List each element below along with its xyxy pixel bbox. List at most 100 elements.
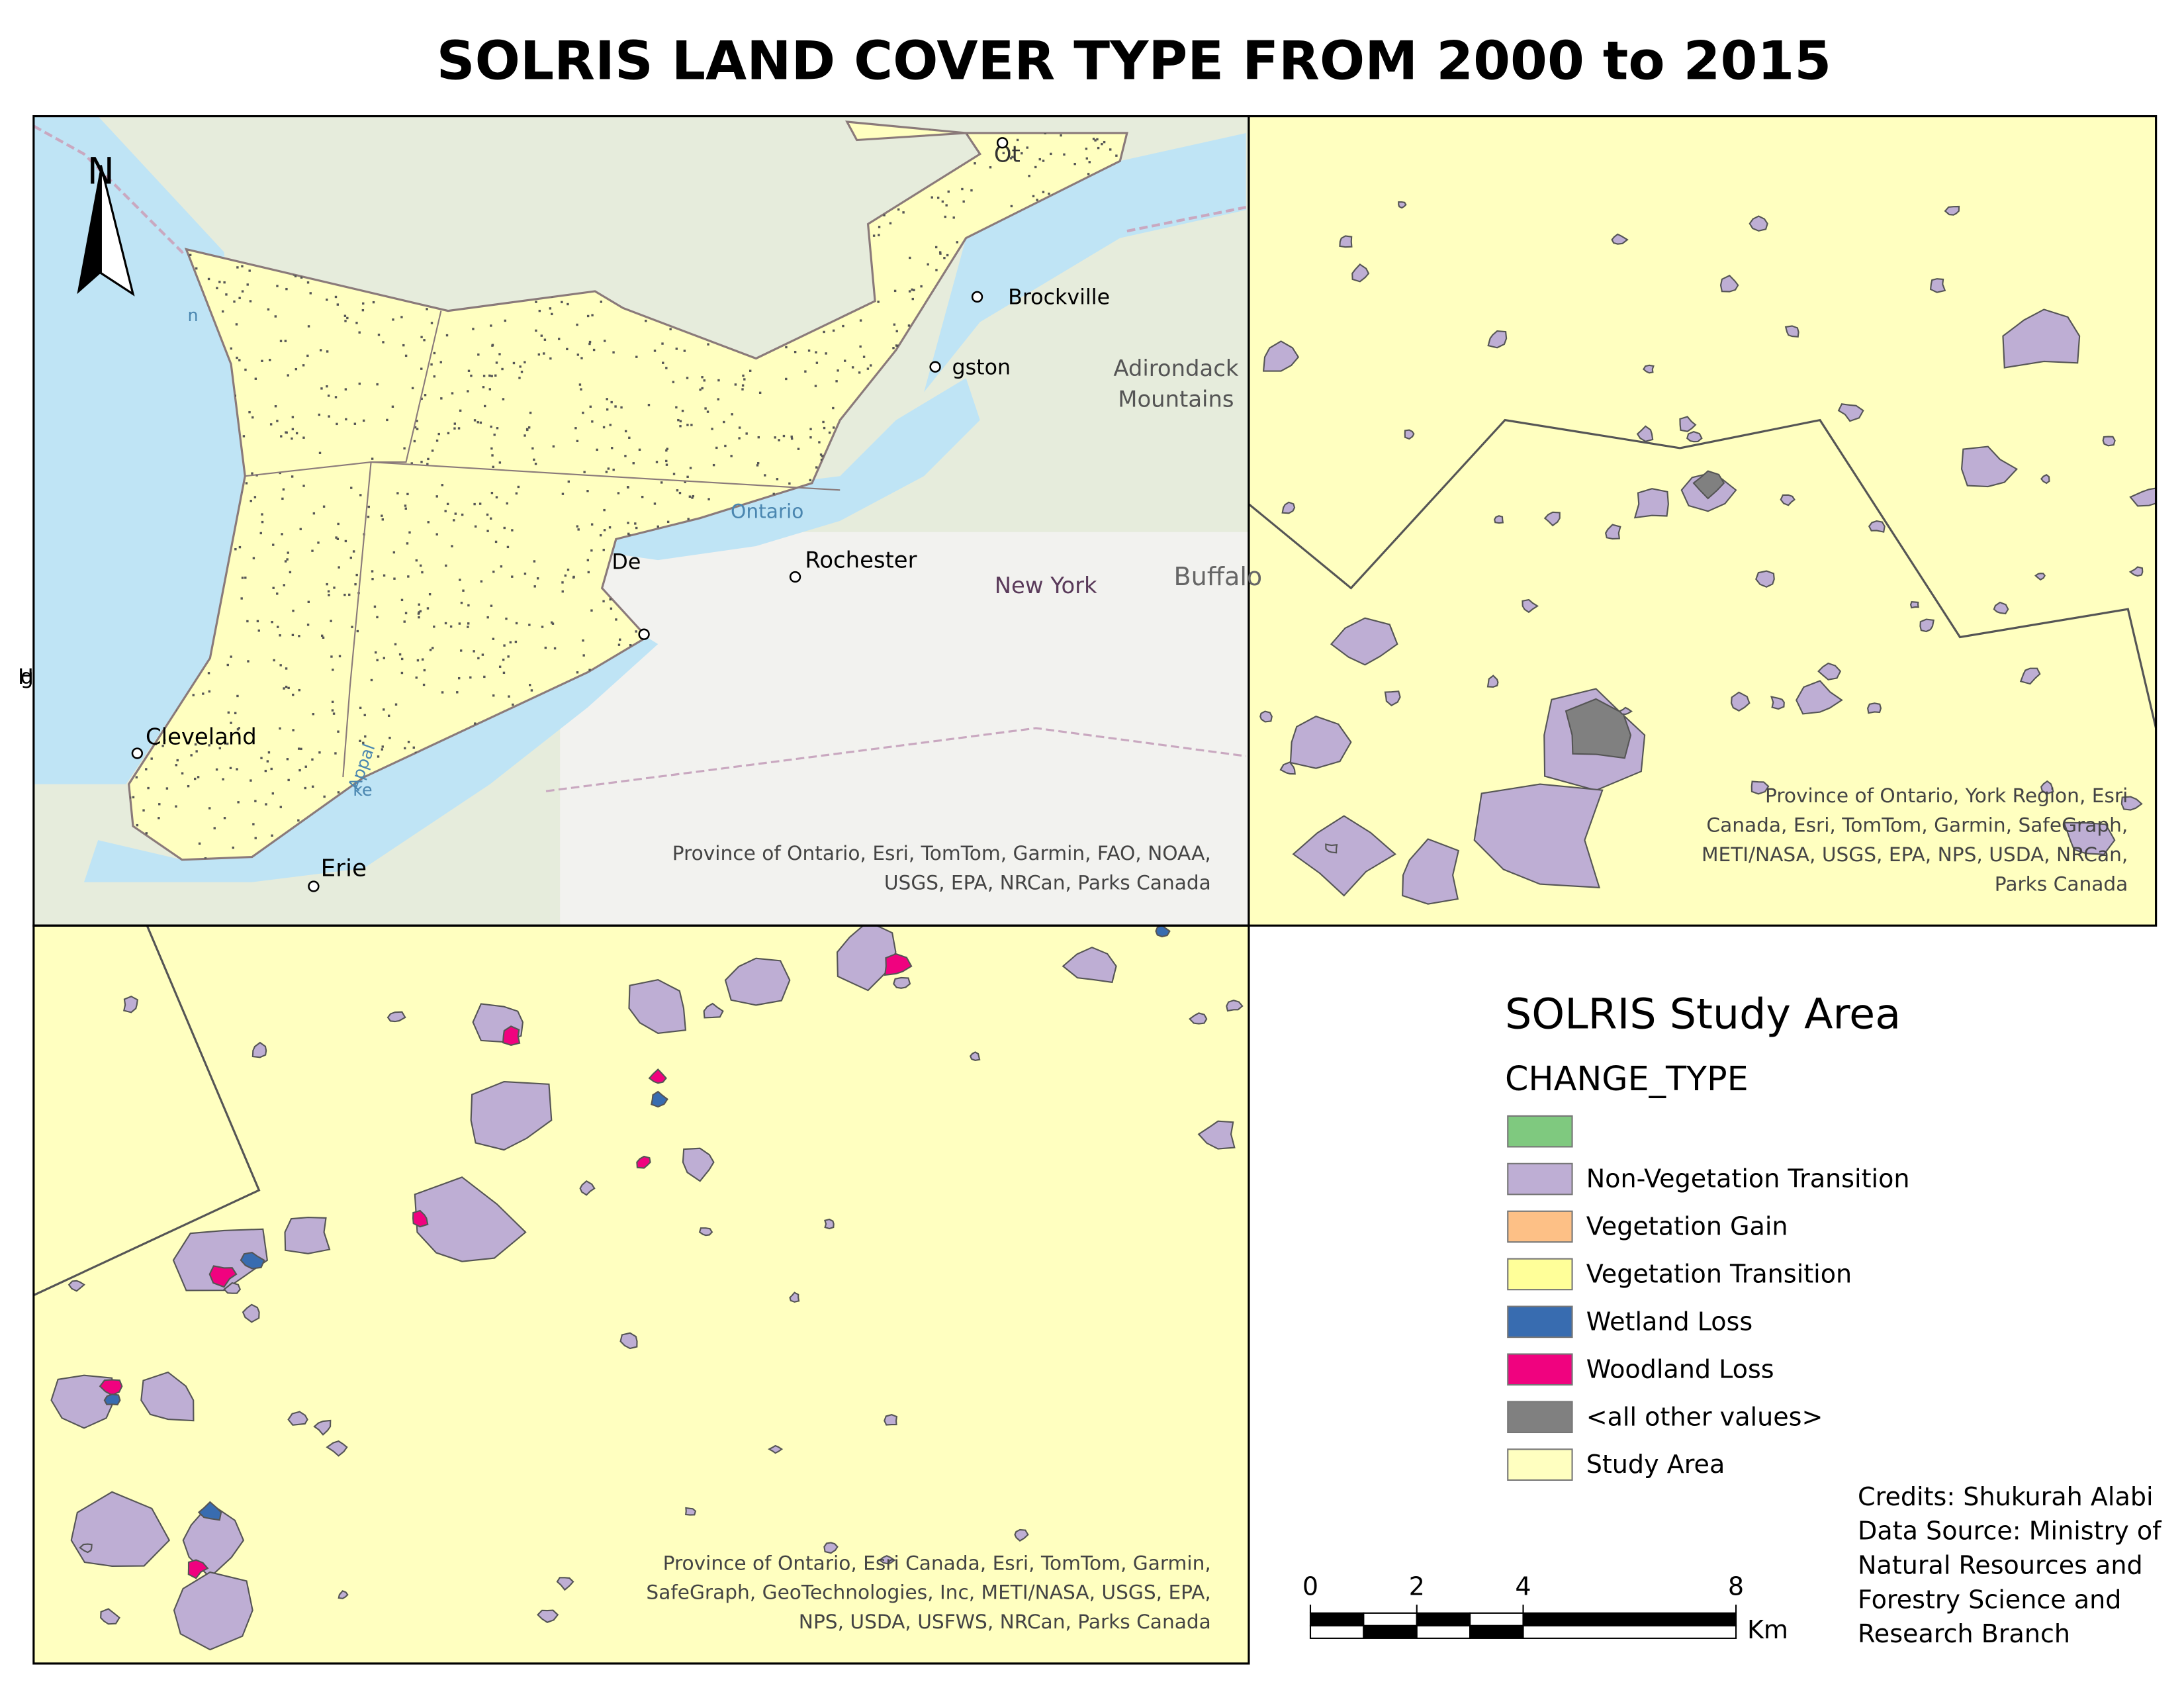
change-pixel — [758, 391, 762, 395]
change-pixel — [1028, 175, 1030, 177]
change-pixel — [533, 585, 536, 588]
change-pixel — [392, 551, 396, 554]
change-pixel — [477, 421, 479, 424]
scale-label: 0 — [1302, 1571, 1318, 1601]
change-pixel — [430, 322, 433, 324]
land-patch — [969, 1051, 981, 1062]
change-pixel — [486, 513, 489, 516]
place-label: Adirondack — [1113, 355, 1239, 381]
change-pixel — [934, 246, 938, 249]
change-pixel — [150, 757, 153, 760]
change-pixel — [734, 383, 737, 386]
change-pixel — [238, 545, 242, 549]
change-pixel — [286, 558, 289, 561]
change-pixel — [1032, 195, 1035, 198]
change-pixel — [689, 467, 692, 469]
land-patch — [1837, 403, 1864, 422]
land-patch — [1155, 925, 1171, 938]
legend-label: Wetland Loss — [1586, 1307, 1753, 1336]
change-pixel — [337, 522, 340, 526]
frame — [32, 924, 1250, 1665]
change-pixel — [233, 300, 236, 303]
change-pixel — [453, 519, 455, 522]
change-pixel — [944, 215, 946, 218]
change-pixel — [439, 361, 442, 363]
change-pixel — [292, 610, 295, 612]
change-pixel — [1085, 157, 1088, 160]
change-pixel — [202, 692, 205, 695]
change-pixel — [692, 494, 695, 498]
change-pixel — [189, 254, 192, 256]
scale-segment — [1363, 1624, 1418, 1639]
legend-swatch — [1507, 1448, 1573, 1481]
change-pixel — [941, 200, 944, 203]
change-pixel — [298, 769, 301, 772]
change-pixel — [297, 747, 300, 750]
change-pixel — [447, 432, 450, 435]
place-label: Mountains — [1118, 386, 1234, 412]
border — [33, 124, 187, 254]
change-pixel — [672, 381, 675, 383]
change-pixel — [270, 767, 273, 771]
land-patch — [2102, 436, 2116, 447]
change-pixel — [486, 530, 489, 532]
change-pixel — [236, 694, 239, 698]
change-pixel — [488, 374, 491, 377]
change-pixel — [238, 297, 241, 299]
change-pixel — [1042, 191, 1045, 193]
change-pixel — [518, 377, 521, 379]
change-pixel — [421, 571, 424, 574]
change-pixel — [412, 746, 415, 749]
change-pixel — [333, 586, 336, 589]
change-pixel — [492, 637, 495, 640]
change-pixel — [660, 481, 663, 484]
change-pixel — [244, 577, 247, 579]
change-pixel — [404, 612, 408, 614]
change-pixel — [241, 577, 244, 579]
change-pixel — [400, 598, 404, 602]
land-patch — [682, 1147, 715, 1182]
land-patch — [1868, 520, 1886, 533]
change-pixel — [820, 458, 823, 461]
change-pixel — [703, 379, 705, 382]
change-pixel — [432, 647, 434, 649]
change-pixel — [277, 626, 279, 628]
land-patch — [1730, 691, 1751, 712]
change-pixel — [371, 457, 374, 460]
change-pixel — [386, 418, 388, 422]
change-pixel — [474, 722, 477, 725]
change-pixel — [484, 404, 486, 408]
change-pixel — [517, 485, 520, 489]
legend-label: Study Area — [1586, 1450, 1725, 1479]
change-pixel — [248, 269, 251, 272]
change-pixel — [383, 657, 386, 659]
change-pixel — [794, 350, 797, 353]
change-pixel — [1087, 173, 1090, 175]
legend-label: Vegetation Gain — [1586, 1212, 1788, 1241]
change-pixel — [1036, 199, 1038, 201]
change-pixel — [946, 254, 949, 257]
change-pixel — [809, 479, 812, 482]
land-patch — [1189, 1012, 1208, 1025]
region-boundary — [245, 461, 841, 491]
place-label: n — [188, 305, 199, 325]
land-patch — [100, 1608, 120, 1625]
change-pixel — [271, 620, 273, 624]
change-pixel — [665, 463, 668, 466]
change-pixel — [163, 739, 166, 741]
change-pixel — [281, 497, 284, 500]
place-label: Cleveland — [146, 724, 257, 749]
change-pixel — [433, 352, 436, 355]
scale-segment — [1522, 1624, 1737, 1639]
land-patch — [789, 1291, 800, 1303]
change-pixel — [952, 216, 955, 219]
change-pixel — [234, 712, 237, 714]
attribution: USGS, EPA, NRCan, Parks Canada — [884, 871, 1211, 894]
change-pixel — [176, 759, 179, 762]
change-pixel — [343, 314, 347, 317]
change-pixel — [1073, 162, 1076, 165]
change-pixel — [612, 468, 615, 471]
change-pixel — [135, 776, 138, 778]
change-pixel — [312, 713, 314, 716]
